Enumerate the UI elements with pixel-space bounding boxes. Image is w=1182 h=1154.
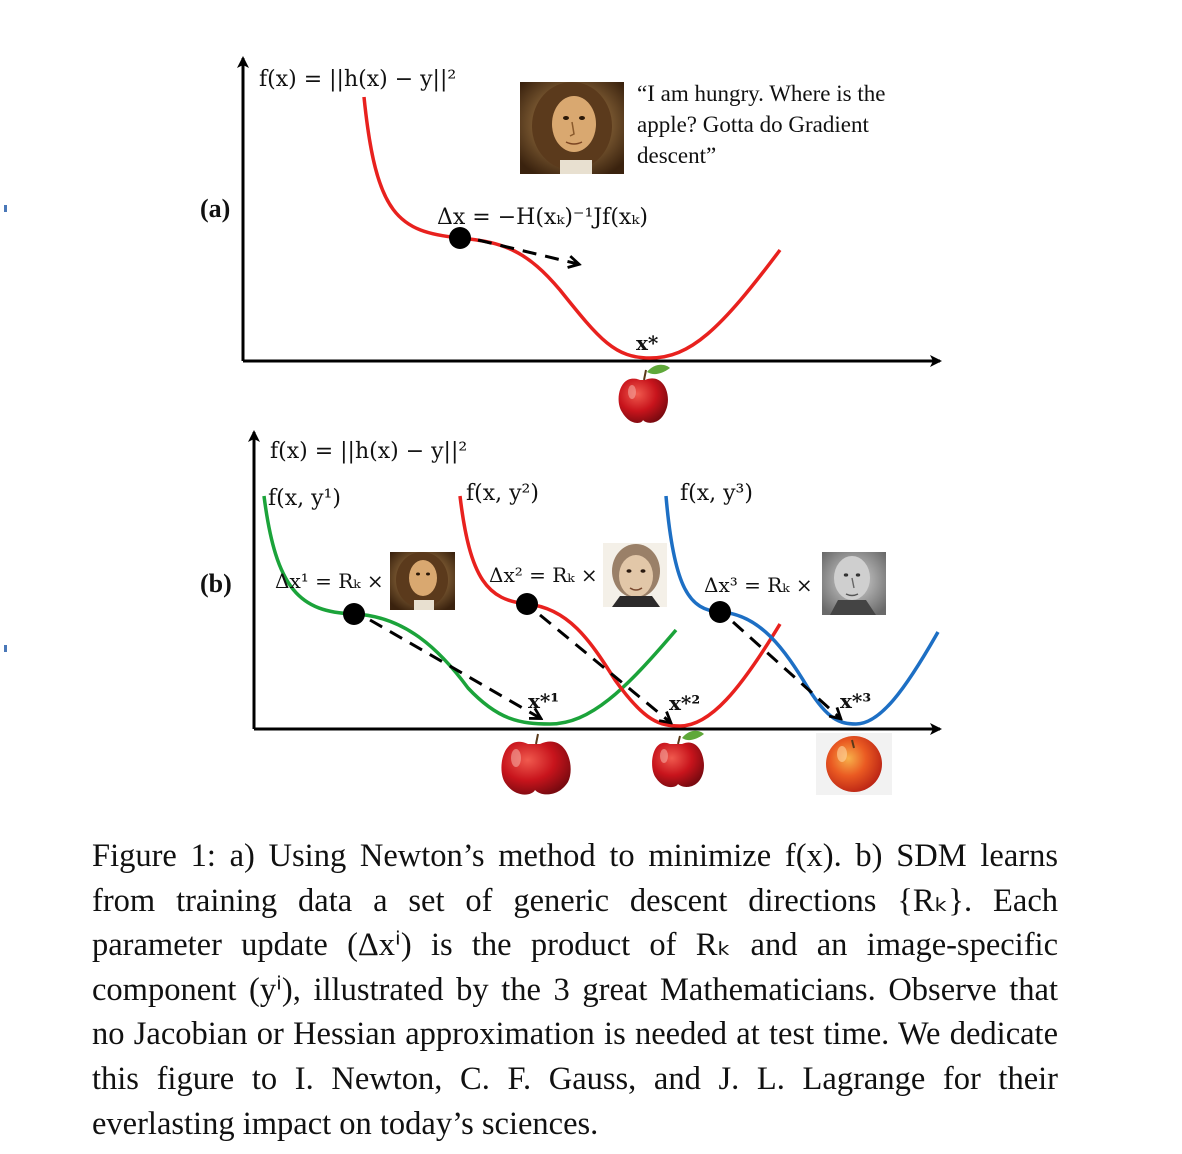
panel-a-cost-curve [362,96,782,360]
curve-1-minimum: x*¹ [528,689,559,713]
panel-a-update-rule: Δx = −H(xₖ)⁻¹Jf(xₖ) [437,205,648,230]
curve-3-label: f(x, y³) [680,481,753,506]
curve-2-descent-arrow [539,613,670,722]
margin-mark [4,205,7,212]
figure-caption: Figure 1: a) Using Newton’s method to mi… [92,834,1058,1146]
caption-label: Figure 1: [92,838,216,874]
gauss-portrait-icon [603,543,667,607]
curve-2-red [458,495,782,728]
curve-2-update: Δx² = Rₖ × [489,563,598,587]
curve-2-minimum: x*² [669,691,700,715]
curve-1-label: f(x, y¹) [268,486,341,511]
panel-a-quote: “I am hungry. Where is the apple? Gotta … [637,81,891,168]
panel-a-descent-arrow [477,238,578,264]
panel-a-apple-icon [618,364,670,423]
curve-2-current-point [516,593,538,615]
newton-portrait-icon [520,82,624,174]
curve-1-current-point [343,603,365,625]
panel-a-label: (a) [200,194,230,223]
quote-line-1: “I am hungry. Where is the [637,81,885,106]
curve-3-minimum: x*³ [840,689,871,713]
curve-1-update: Δx¹ = Rₖ × [275,569,384,593]
apple-icon-1 [501,733,571,795]
curve-1-descent-arrow [369,618,540,718]
panel-a-minimum-label: x* [636,331,659,355]
curve-3-current-point [709,601,731,623]
apple-icon-3 [816,733,892,795]
panel-a-objective: f(x) = ||h(x) − y||² [259,67,456,92]
curve-3-blue [664,495,940,726]
panel-b: f(x) = ||h(x) − y||² (b) f(x, y¹) f(x, y… [200,430,942,795]
figure-1: f(x) = ||h(x) − y||² (a) Δx = −H(xₖ)⁻¹Jf… [200,56,942,795]
quote-line-3: descent” [637,143,716,168]
panel-b-label: (b) [200,569,232,598]
quote-line-2: apple? Gotta do Gradient [637,112,869,137]
apple-icon-2 [652,730,704,788]
panel-a-current-point [449,227,471,249]
caption-text: a) Using Newton’s method to minimize f(x… [92,838,1058,1142]
panel-a: f(x) = ||h(x) − y||² (a) Δx = −H(xₖ)⁻¹Jf… [200,56,942,423]
curve-2-label: f(x, y²) [466,481,539,506]
newton-portrait-icon [390,552,455,610]
margin-mark [4,645,7,652]
lagrange-portrait-icon [822,552,886,615]
curve-3-descent-arrow [731,620,840,718]
curve-3-update: Δx³ = Rₖ × [704,573,813,597]
curve-1-green [262,495,678,726]
panel-b-objective: f(x) = ||h(x) − y||² [270,439,467,464]
